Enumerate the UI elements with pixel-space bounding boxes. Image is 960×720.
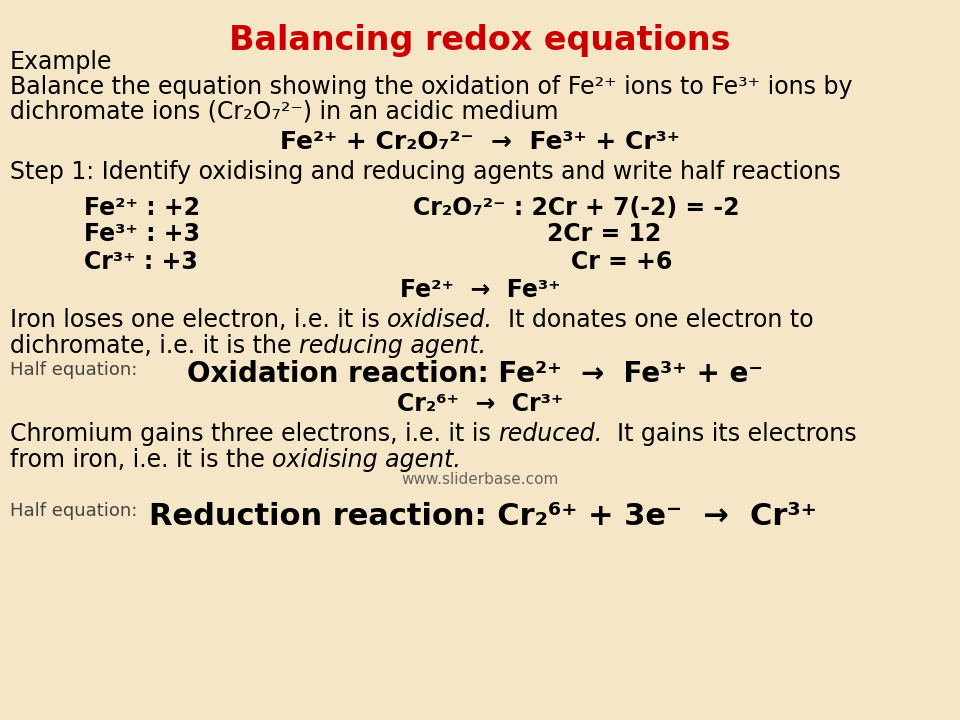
Text: Cr₂O₇²⁻ : 2Cr + 7(-2) = -2: Cr₂O₇²⁻ : 2Cr + 7(-2) = -2: [413, 196, 739, 220]
Text: www.sliderbase.com: www.sliderbase.com: [401, 472, 559, 487]
Text: oxidising agent.: oxidising agent.: [272, 448, 461, 472]
Text: Cr₂⁶⁺  →  Cr³⁺: Cr₂⁶⁺ → Cr³⁺: [396, 392, 564, 415]
Text: Balancing redox equations: Balancing redox equations: [229, 24, 731, 58]
Text: It donates one electron to: It donates one electron to: [492, 308, 813, 332]
Text: Example: Example: [10, 50, 112, 74]
Text: Iron loses one electron, i.e. it is: Iron loses one electron, i.e. it is: [10, 308, 387, 332]
Text: Oxidation reaction: Fe²⁺  →  Fe³⁺ + e⁻: Oxidation reaction: Fe²⁺ → Fe³⁺ + e⁻: [187, 360, 763, 388]
Text: reduced.: reduced.: [498, 422, 602, 446]
Text: Reduction reaction: Cr₂⁶⁺ + 3e⁻  →  Cr³⁺: Reduction reaction: Cr₂⁶⁺ + 3e⁻ → Cr³⁺: [149, 502, 817, 531]
Text: oxidised.: oxidised.: [387, 308, 492, 332]
Text: dichromate ions (Cr₂O₇²⁻) in an acidic medium: dichromate ions (Cr₂O₇²⁻) in an acidic m…: [10, 99, 558, 123]
Text: Balance the equation showing the oxidation of Fe²⁺ ions to Fe³⁺ ions by: Balance the equation showing the oxidati…: [10, 75, 852, 99]
Text: Fe²⁺ + Cr₂O₇²⁻  →  Fe³⁺ + Cr³⁺: Fe²⁺ + Cr₂O₇²⁻ → Fe³⁺ + Cr³⁺: [280, 130, 680, 153]
Text: dichromate, i.e. it is the: dichromate, i.e. it is the: [10, 334, 299, 358]
Text: It gains its electrons: It gains its electrons: [602, 422, 857, 446]
Text: Cr³⁺ : +3: Cr³⁺ : +3: [84, 250, 198, 274]
Text: Fe²⁺  →  Fe³⁺: Fe²⁺ → Fe³⁺: [399, 278, 561, 302]
Text: Step 1: Identify oxidising and reducing agents and write half reactions: Step 1: Identify oxidising and reducing …: [10, 160, 840, 184]
Text: Half equation:: Half equation:: [10, 361, 137, 379]
Text: Cr = +6: Cr = +6: [571, 250, 673, 274]
Text: from iron, i.e. it is the: from iron, i.e. it is the: [10, 448, 272, 472]
Text: reducing agent.: reducing agent.: [299, 334, 486, 358]
Text: 2Cr = 12: 2Cr = 12: [547, 222, 661, 246]
Text: Chromium gains three electrons, i.e. it is: Chromium gains three electrons, i.e. it …: [10, 422, 498, 446]
Text: Fe³⁺ : +3: Fe³⁺ : +3: [84, 222, 201, 246]
Text: Fe²⁺ : +2: Fe²⁺ : +2: [84, 196, 201, 220]
Text: Half equation:: Half equation:: [10, 502, 137, 520]
